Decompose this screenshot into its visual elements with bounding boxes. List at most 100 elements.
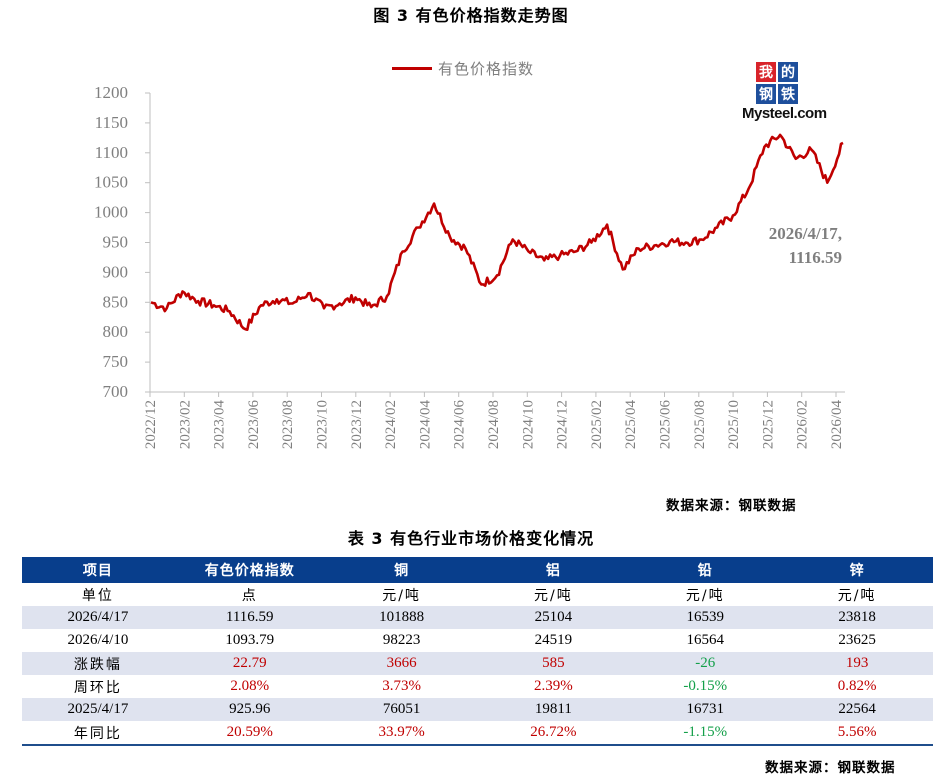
x-tick-label: 2024/02 (383, 400, 399, 449)
table-cell: 20.59% (226, 724, 273, 740)
table-cell: 点 (241, 587, 258, 604)
table-cell: 16564 (686, 632, 724, 648)
chart-source: 数据来源：钢联数据 (666, 498, 797, 514)
table-cell: 5.56% (837, 724, 877, 740)
row-label: 涨跌幅 (22, 652, 174, 675)
table-cell: 76051 (325, 698, 478, 721)
y-tick-label: 850 (103, 292, 129, 311)
x-tick-label: 2024/06 (452, 400, 468, 450)
table-cell: -1.15% (683, 724, 728, 740)
table-cell: 22.79 (173, 652, 326, 675)
table-cell: 23625 (838, 632, 876, 648)
header-aluminum: 铝 (477, 557, 630, 583)
chart-legend: 有色价格指数 (392, 58, 534, 79)
mysteel-logo: 我 的 钢 铁 Mysteel.com (742, 62, 842, 122)
row-label: 单位 (81, 587, 114, 604)
y-tick-label: 1100 (95, 143, 128, 162)
last-value-annotation: 2026/4/17, 1116.59 (752, 222, 842, 270)
index-price-line (150, 133, 844, 332)
x-tick-label: 2024/12 (555, 400, 571, 449)
table-cell: 16731 (629, 698, 782, 721)
table-cell: 33.97% (378, 724, 425, 740)
table-row: 2025/4/17 925.96 76051 19811 16731 22564 (22, 698, 933, 721)
table-cell: 2.08% (230, 678, 270, 694)
table-source: 数据来源：钢联数据 (765, 760, 896, 776)
logo-cell: 铁 (778, 84, 798, 104)
row-label: 2025/4/17 (22, 698, 174, 721)
figure-title: 图 3 有色价格指数走势图 (373, 6, 569, 25)
x-tick-label: 2022/12 (143, 400, 159, 449)
x-tick-label: 2024/10 (520, 400, 536, 449)
x-tick-label: 2024/08 (486, 400, 502, 449)
table-cell: 1093.79 (225, 632, 275, 648)
table-cell: 101888 (325, 606, 478, 629)
y-tick-label: 1200 (94, 83, 128, 102)
table-cell: 元/吨 (382, 587, 421, 604)
table-cell: 19811 (477, 698, 630, 721)
table-body: 单位 点 元/吨 元/吨 元/吨 元/吨 2026/4/17 1116.59 101888 251… (22, 583, 933, 745)
table-cell: 22564 (781, 698, 933, 721)
legend-label: 有色价格指数 (438, 60, 535, 78)
table-cell: -26 (629, 652, 782, 675)
y-tick-label: 950 (103, 233, 129, 252)
table-header-row: 项目 有色价格指数 铜 铝 铅 锌 (22, 557, 933, 583)
logo-cell: 我 (756, 62, 776, 82)
legend-line-swatch (392, 67, 432, 70)
row-label: 2026/4/17 (22, 606, 174, 629)
y-tick-label: 700 (103, 382, 129, 401)
x-tick-label: 2025/08 (692, 400, 708, 449)
table-cell: 98223 (382, 632, 421, 648)
x-tick-label: 2025/10 (726, 400, 742, 449)
x-tick-label: 2025/12 (760, 400, 776, 449)
table-cell: 585 (477, 652, 630, 675)
header-lead: 铅 (629, 557, 782, 583)
x-tick-label: 2023/08 (280, 400, 296, 449)
annotation-value: 1116.59 (788, 248, 842, 267)
table-cell: 3.73% (382, 678, 421, 694)
y-tick-label: 1150 (95, 113, 128, 132)
annotation-date: 2026/4/17, (768, 224, 842, 243)
chart-canvas: 700 750 800 850 900 950 1000 1050 1100 1150 1200 20… (94, 83, 845, 450)
x-tick-label: 2023/06 (246, 400, 262, 450)
table-cell: 2.39% (534, 678, 573, 694)
x-tick-label: 2023/04 (212, 400, 228, 450)
table-cell: 0.82% (837, 678, 877, 694)
header-item: 项目 (22, 557, 174, 583)
table-row: 单位 点 元/吨 元/吨 元/吨 元/吨 (22, 583, 933, 606)
table-cell: 16539 (629, 606, 782, 629)
table-cell: 23818 (781, 606, 933, 629)
table-cell: 24519 (534, 632, 573, 648)
x-tick-label: 2025/06 (658, 400, 674, 450)
table-cell: 元/吨 (685, 587, 725, 604)
y-tick-label: 1050 (94, 173, 128, 192)
line-chart: 700 750 800 850 900 950 1000 1050 1100 1150 1200 20… (94, 83, 845, 450)
logo-cell: 钢 (756, 84, 776, 104)
logo-cell: 的 (778, 62, 798, 82)
y-tick-label: 750 (103, 352, 129, 371)
header-zinc: 锌 (781, 557, 933, 583)
row-label: 周环比 (73, 679, 122, 696)
table-row: 2026/4/17 1116.59 101888 25104 16539 23818 (22, 606, 933, 629)
y-tick-label: 1000 (94, 203, 128, 222)
x-tick-label: 2026/02 (795, 400, 811, 449)
x-tick-label: 2026/04 (829, 400, 845, 450)
table-cell: 元/吨 (837, 587, 877, 604)
y-tick-label: 800 (103, 322, 129, 341)
price-change-table: 项目 有色价格指数 铜 铝 铅 锌 单位 点 元/吨 元/吨 元/吨 元/吨 2026/4/… (22, 557, 933, 746)
row-label: 2026/4/10 (67, 632, 129, 648)
table-cell: 25104 (477, 606, 630, 629)
table-cell: -0.15% (683, 678, 728, 694)
row-label: 年同比 (73, 725, 122, 742)
x-tick-label: 2024/04 (417, 400, 433, 450)
table-row: 周环比 2.08% 3.73% 2.39% -0.15% 0.82% (22, 675, 933, 698)
y-tick-label: 900 (103, 262, 129, 281)
table-cell: 193 (781, 652, 933, 675)
table-cell: 1116.59 (173, 606, 326, 629)
table-cell: 3666 (325, 652, 478, 675)
table-row: 2026/4/10 1093.79 98223 24519 16564 23625 (22, 629, 933, 652)
x-tick-label: 2025/02 (589, 400, 605, 449)
table-cell: 925.96 (173, 698, 326, 721)
table-cell: 元/吨 (534, 587, 573, 604)
header-index: 有色价格指数 (173, 557, 326, 583)
table-cell: 26.72% (530, 724, 577, 740)
